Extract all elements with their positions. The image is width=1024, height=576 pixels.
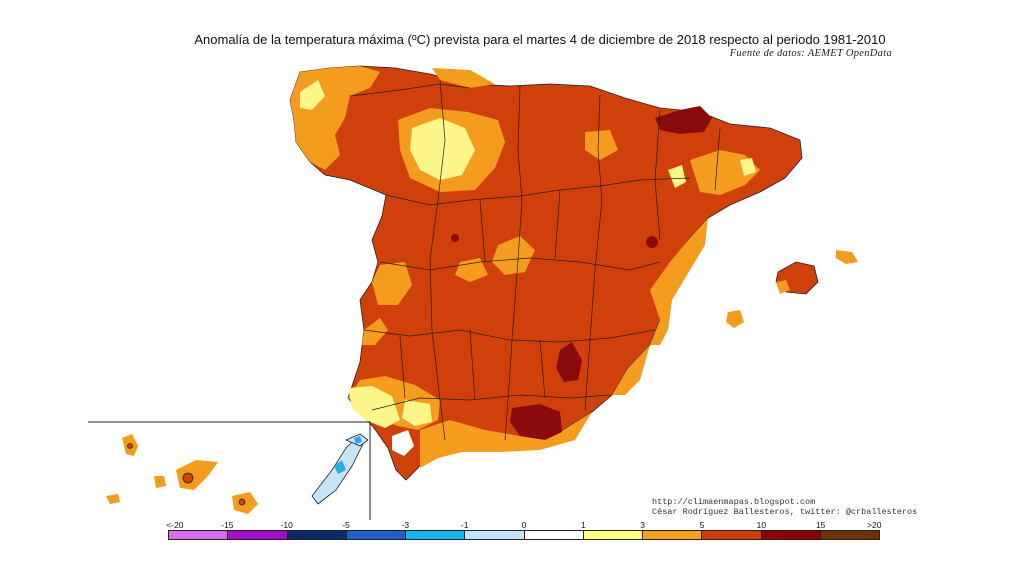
legend-tick-label: <-20 bbox=[166, 520, 184, 530]
legend-labels: <-20 -15 -10 -5 -3 -1 0 1 3 5 10 15 >20 bbox=[166, 520, 882, 530]
legend-tick-label: -15 bbox=[221, 520, 234, 530]
legend-swatch bbox=[169, 531, 229, 539]
canary-inset-frame bbox=[88, 421, 371, 520]
legend-tick-label: 3 bbox=[640, 520, 646, 530]
legend-swatch bbox=[643, 531, 703, 539]
anomaly-1-3-areas bbox=[300, 80, 756, 428]
credit-url[interactable]: http://climaenmapas.blogspot.com bbox=[652, 497, 816, 507]
anomaly-10-15-areas bbox=[451, 106, 712, 440]
legend-swatch bbox=[287, 531, 347, 539]
legend-tick-label: -10 bbox=[280, 520, 293, 530]
legend-swatch bbox=[702, 531, 762, 539]
map-title: Anomalía de la temperatura máxima (ºC) p… bbox=[194, 32, 886, 47]
legend-tick-label: -1 bbox=[460, 520, 469, 530]
legend-swatch bbox=[820, 531, 879, 539]
color-legend: <-20 -15 -10 -5 -3 -1 0 1 3 5 10 15 >20 bbox=[166, 520, 882, 542]
legend-color-bar bbox=[168, 530, 880, 540]
legend-tick-label: 0 bbox=[521, 520, 527, 530]
legend-tick-label: -5 bbox=[342, 520, 350, 530]
legend-tick-label: 10 bbox=[756, 520, 767, 530]
anomaly-0-1-area bbox=[392, 430, 414, 456]
legend-tick-label: 5 bbox=[699, 520, 705, 530]
legend-swatch bbox=[228, 531, 288, 539]
legend-swatch bbox=[583, 531, 643, 539]
legend-swatch bbox=[465, 531, 525, 539]
legend-tick-label: 1 bbox=[580, 520, 586, 530]
province-borders bbox=[349, 79, 721, 441]
data-source-note: Fuente de datos: AEMET OpenData bbox=[729, 48, 892, 59]
legend-swatch bbox=[524, 531, 584, 539]
legend-tick-label: 15 bbox=[815, 520, 826, 530]
legend-tick-label: -3 bbox=[401, 520, 410, 530]
legend-swatch bbox=[406, 531, 466, 539]
credit-author: César Rodríguez Ballesteros, twitter: @c… bbox=[652, 507, 918, 517]
legend-swatch bbox=[346, 531, 406, 539]
canary-islands bbox=[106, 433, 369, 514]
legend-swatch bbox=[761, 531, 821, 539]
balearic-islands bbox=[726, 250, 858, 328]
legend-tick-label: >20 bbox=[867, 520, 882, 530]
